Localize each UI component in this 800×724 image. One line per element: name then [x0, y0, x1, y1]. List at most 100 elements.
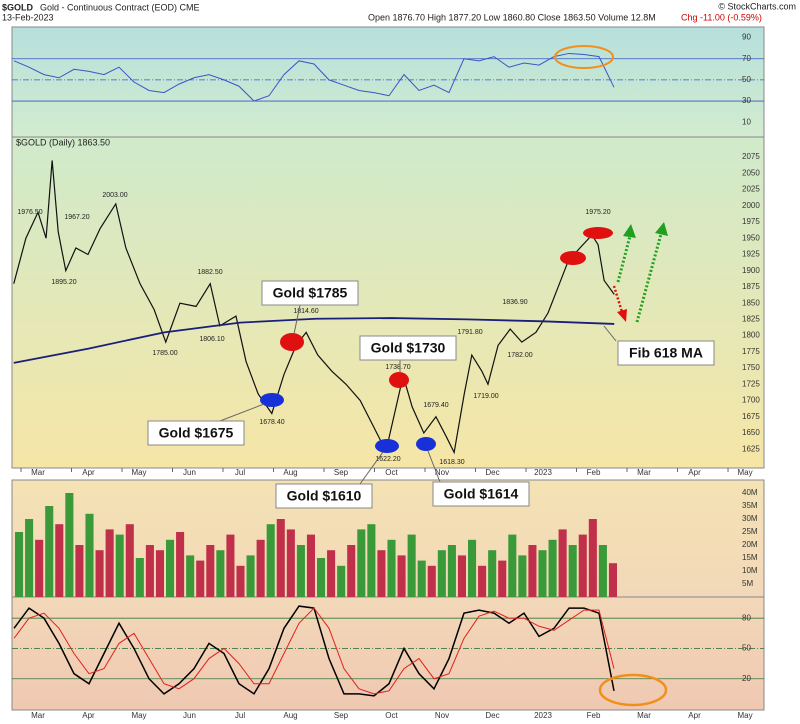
rsi-panel	[11, 26, 765, 138]
y-tick-label: 1975	[742, 217, 760, 226]
y-tick-label: 15M	[742, 553, 758, 562]
x-tick-label: 2023	[534, 468, 552, 477]
y-tick-label: 80	[742, 613, 751, 622]
point-label: 1836.90	[502, 299, 527, 306]
volume-bar	[75, 545, 84, 597]
volume-bar	[508, 534, 517, 597]
volume-bar	[588, 519, 597, 597]
point-label: 1782.00	[507, 352, 532, 359]
y-tick-label: 2000	[742, 201, 760, 210]
callout-box	[147, 420, 245, 446]
x-tick-label: Mar	[637, 468, 651, 477]
connector	[359, 451, 384, 485]
volume-bar	[397, 555, 406, 597]
y-tick-label: 20	[742, 674, 751, 683]
volume-bar	[276, 519, 285, 597]
y-tick-label: 1925	[742, 250, 760, 259]
y-tick-label: 50	[742, 644, 751, 653]
y-tick-label: 2025	[742, 185, 760, 194]
instrument-name: Gold - Continuous Contract (EOD) CME	[40, 2, 200, 12]
point-label: 1791.80	[457, 329, 482, 336]
callout-label: Gold $1675	[159, 425, 234, 441]
x-tick-label: Dec	[485, 468, 499, 477]
point-label: 1679.40	[423, 402, 448, 409]
callout-label: Gold $1610	[287, 488, 362, 504]
callout-box	[617, 340, 715, 366]
connector	[427, 450, 441, 483]
y-tick-label: 1750	[742, 363, 760, 372]
point-label: 1678.40	[259, 419, 284, 426]
y-tick-label: 1875	[742, 282, 760, 291]
y-tick-label: 10	[742, 117, 751, 126]
volume-bar	[85, 513, 94, 597]
y-tick-label: 50	[742, 75, 751, 84]
volume-bar	[196, 560, 205, 597]
point-label: 1882.50	[197, 269, 222, 276]
y-tick-label: 5M	[742, 579, 753, 588]
x-tick-label: Apr	[688, 711, 701, 720]
y-tick-label: 20M	[742, 540, 758, 549]
y-tick-label: 1725	[742, 379, 760, 388]
volume-bar	[447, 545, 456, 597]
volume-bar	[105, 529, 114, 597]
point-label: 1618.30	[439, 459, 464, 466]
volume-bar	[518, 555, 527, 597]
y-tick-label: 1775	[742, 347, 760, 356]
volume-bar	[377, 550, 386, 597]
x-tick-label: 2023	[534, 711, 552, 720]
point-label: 1785.00	[152, 350, 177, 357]
x-tick-label: Apr	[82, 711, 95, 720]
volume-bar	[266, 524, 275, 597]
highlight-oval	[554, 45, 614, 69]
point-label: 2003.00	[102, 192, 127, 199]
volume-bar	[417, 560, 426, 597]
x-tick-label: May	[131, 711, 146, 720]
volume-bar	[427, 565, 436, 597]
y-tick-label: 90	[742, 33, 751, 42]
x-tick-label: Jul	[235, 711, 245, 720]
volume-bar	[478, 565, 487, 597]
volume-bar	[528, 545, 537, 597]
point-label: 1967.20	[64, 214, 89, 221]
volume-bar	[35, 539, 44, 597]
point-label: 1738.70	[385, 364, 410, 371]
x-tick-label: May	[737, 468, 752, 477]
arrow-head	[655, 222, 668, 236]
volume-bar	[256, 539, 265, 597]
connector	[219, 403, 265, 422]
volume-bar	[236, 565, 245, 597]
volume-bar	[125, 524, 134, 597]
quote: Open 1876.70 High 1877.20 Low 1860.80 Cl…	[368, 12, 656, 22]
volume-bar	[296, 545, 305, 597]
annotations: Gold $1785 Gold $1675 Gold $1730 Gold $1610…	[147, 45, 715, 707]
y-tick-label: 1800	[742, 331, 760, 340]
arrow	[635, 233, 663, 323]
volume-bar	[407, 534, 416, 597]
volume-bar	[558, 529, 567, 597]
volume-bar	[317, 558, 326, 597]
volume-bar	[216, 550, 225, 597]
symbol: $GOLD	[2, 2, 34, 12]
y-tick-label: 40M	[742, 488, 758, 497]
volume-bar	[286, 529, 295, 597]
connector	[603, 325, 617, 342]
price-title: $GOLD (Daily) 1863.50	[16, 137, 110, 147]
volume-bar	[498, 560, 507, 597]
callout-box	[261, 280, 359, 306]
volume-bar	[337, 565, 346, 597]
volume-bar	[95, 550, 104, 597]
volume-bar	[45, 506, 54, 597]
bottom-marker	[260, 393, 284, 407]
top-marker	[583, 227, 613, 239]
callout-box	[275, 483, 373, 509]
y-tick-label: 25M	[742, 527, 758, 536]
x-tick-label: Dec	[485, 711, 499, 720]
x-tick-label: Nov	[435, 468, 449, 477]
volume-bar	[166, 539, 175, 597]
volume-bar	[65, 493, 74, 597]
top-marker	[280, 333, 304, 351]
volume-bar	[25, 519, 34, 597]
y-tick-label: 1625	[742, 444, 760, 453]
volume-bar	[226, 534, 235, 597]
